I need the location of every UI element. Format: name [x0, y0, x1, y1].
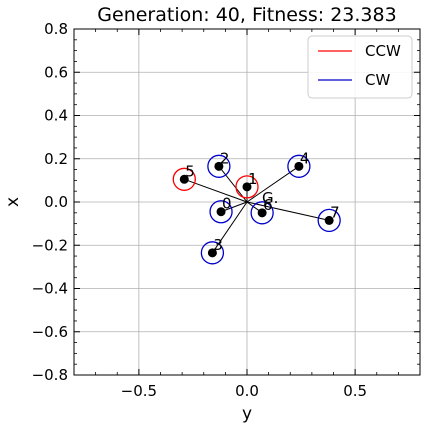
propeller-label-4: 4 [300, 149, 310, 167]
propeller-label-7: 7 [330, 203, 340, 221]
y-axis-label: x [3, 197, 23, 207]
axis-tick-labels: −0.5 0.0 0.5 0.8 0.6 0.4 0.2 0.0 −0.2 −0.4 −0.6 −0.… [32, 20, 367, 400]
propeller-arm-3 [211, 201, 248, 254]
propeller-rotor-0 [209, 200, 233, 224]
y-tick-label: 0.4 [44, 107, 68, 125]
propeller-label-2: 2 [220, 149, 230, 167]
y-tick-label: −0.2 [32, 236, 68, 254]
y-tick-label: 0.6 [44, 63, 68, 81]
propeller-label-6: 6 [263, 196, 273, 214]
propeller-label-5: 5 [185, 162, 195, 180]
y-tick-label: −0.6 [32, 323, 68, 341]
propeller-arm-2 [218, 166, 248, 203]
propeller-rotors [172, 154, 341, 265]
propeller-arm-7 [246, 201, 330, 221]
propeller-rotor-5 [172, 167, 196, 191]
center-of-gravity-point [245, 200, 249, 204]
y-tick-label: −0.8 [32, 366, 68, 384]
propeller-label-1: 1 [248, 170, 258, 188]
propeller-rotor-1 [235, 175, 259, 199]
motor-point-2 [214, 161, 224, 171]
legend-cw-label: CW [365, 71, 390, 89]
y-tick-label: 0.0 [44, 193, 68, 211]
propeller-labels: 012 3 4 5 6 7 G. [185, 149, 339, 254]
x-tick-label: −0.5 [121, 382, 157, 400]
propeller-rotor-3 [200, 241, 225, 265]
center-of-gravity-label: G. [262, 189, 278, 207]
motor-point-3 [207, 248, 217, 258]
y-tick-label: 0.2 [44, 150, 68, 168]
propeller-rotor-6 [250, 201, 274, 225]
x-tick-label: 0.0 [235, 382, 259, 400]
motor-point-5 [179, 174, 189, 184]
motor-point-6 [257, 208, 267, 218]
propeller-arm-0 [220, 201, 248, 213]
x-axis-label: y [242, 404, 252, 424]
propeller-rotor-4 [287, 154, 311, 178]
propeller-label-0: 0 [222, 195, 232, 213]
legend-ccw-label: CCW [365, 42, 401, 60]
propeller-label-3: 3 [213, 236, 223, 254]
propeller-rotor-2 [207, 154, 231, 178]
legend: CCW CW [307, 35, 413, 99]
x-tick-label: 0.5 [343, 382, 367, 400]
motor-point-1 [242, 182, 252, 192]
motor-point-0 [216, 207, 226, 217]
y-tick-label: −0.4 [32, 280, 68, 298]
y-tick-label: 0.8 [44, 20, 68, 38]
chart-title: Generation: 40, Fitness: 23.383 [97, 4, 396, 26]
motor-point-7 [324, 215, 334, 225]
axis-ticks [73, 28, 421, 376]
motor-points [179, 161, 334, 258]
motor-point-4 [294, 161, 304, 171]
propeller-rotor-7 [317, 208, 341, 233]
